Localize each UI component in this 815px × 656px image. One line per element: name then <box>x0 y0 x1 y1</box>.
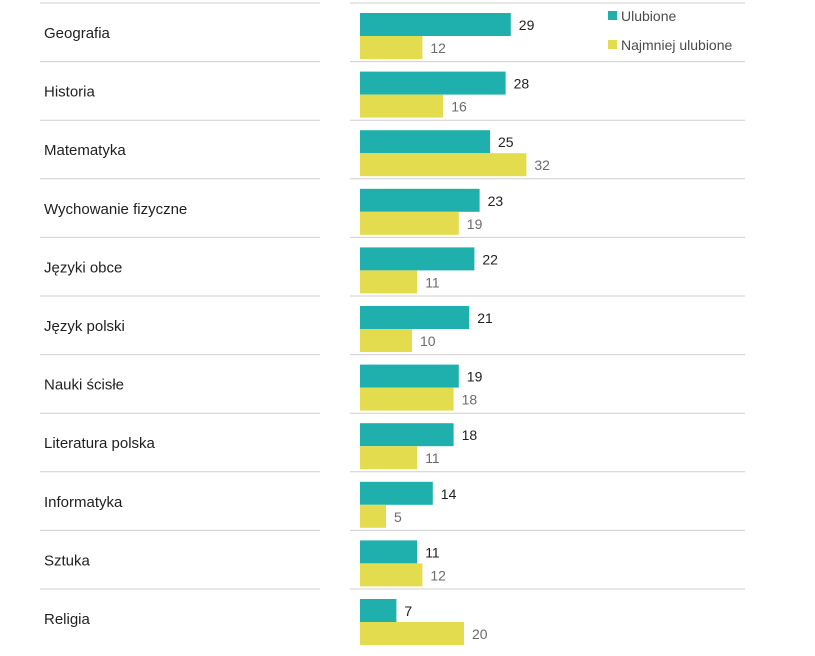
category-label: Wychowanie fizyczne <box>44 201 187 218</box>
data-label-favorite: 23 <box>488 193 504 209</box>
data-label-favorite: 22 <box>482 251 498 267</box>
legend-label-least: Najmniej ulubione <box>621 37 733 53</box>
category-label: Matematyka <box>44 142 126 159</box>
data-label-favorite: 25 <box>498 134 514 150</box>
bar-least <box>360 36 423 59</box>
category-label: Literatura polska <box>44 435 156 452</box>
data-label-favorite: 14 <box>441 486 457 502</box>
data-label-least: 10 <box>420 333 436 349</box>
category-row: Nauki ścisłe 19 18 <box>40 364 745 414</box>
data-label-favorite: 11 <box>425 544 440 560</box>
bar-least <box>360 622 464 645</box>
category-label: Sztuka <box>44 552 91 569</box>
category-label: Języki obce <box>44 259 122 276</box>
bar-least <box>360 387 454 411</box>
category-row: Języki obce 22 11 <box>40 247 745 297</box>
category-row: Geografia 29 12 <box>40 13 745 63</box>
category-row: Informatyka 14 5 <box>40 481 745 531</box>
bar-least <box>360 153 527 177</box>
data-label-favorite: 21 <box>477 310 493 326</box>
data-label-favorite: 19 <box>467 369 483 385</box>
category-row: Język polski 21 10 <box>40 306 745 356</box>
bar-favorite <box>360 130 490 154</box>
bar-favorite <box>360 423 454 447</box>
legend-swatch-least <box>608 40 617 49</box>
bar-favorite <box>360 247 475 271</box>
data-label-least: 12 <box>430 567 446 583</box>
bar-least <box>360 563 423 587</box>
data-label-least: 16 <box>451 99 467 115</box>
bar-favorite <box>360 71 506 95</box>
data-label-least: 11 <box>425 274 440 290</box>
data-label-favorite: 29 <box>519 17 535 33</box>
data-label-favorite: 18 <box>462 427 478 443</box>
bar-favorite <box>360 540 418 564</box>
category-row: Literatura polska 18 11 <box>40 423 745 473</box>
category-row: Wychowanie fizyczne 23 19 <box>40 188 745 238</box>
data-label-favorite: 7 <box>404 603 412 619</box>
data-label-least: 32 <box>534 157 550 173</box>
data-label-favorite: 28 <box>514 76 530 92</box>
bar-favorite <box>360 13 511 36</box>
category-label: Język polski <box>44 318 125 335</box>
category-row: Historia 28 16 <box>40 71 745 121</box>
legend-swatch-favorite <box>608 11 617 20</box>
bar-favorite <box>360 599 397 622</box>
category-label: Religia <box>44 611 91 628</box>
data-label-least: 18 <box>462 392 478 408</box>
bar-favorite <box>360 306 470 329</box>
data-label-least: 12 <box>430 40 446 56</box>
bar-least <box>360 270 418 294</box>
category-row: Religia 7 20 <box>44 599 488 645</box>
category-label: Informatyka <box>44 494 123 511</box>
chart-legend: Ulubione Najmniej ulubione <box>608 8 733 53</box>
category-row: Sztuka 11 12 <box>40 540 745 590</box>
bar-least <box>360 329 412 352</box>
bar-least <box>360 94 444 118</box>
category-row: Matematyka 25 32 <box>40 130 745 180</box>
category-label: Historia <box>44 84 96 101</box>
bar-favorite <box>360 364 459 388</box>
bar-favorite <box>360 481 433 505</box>
bar-least <box>360 211 459 235</box>
bar-favorite <box>360 188 480 212</box>
category-label: Nauki ścisłe <box>44 377 124 394</box>
data-label-least: 5 <box>394 509 402 525</box>
bar-least <box>360 446 418 470</box>
chart-rows: Geografia 29 12 Historia 28 16 Matematyka 25 32 W… <box>40 2 745 645</box>
legend-label-favorite: Ulubione <box>621 8 676 24</box>
data-label-least: 20 <box>472 626 488 642</box>
bar-least <box>360 504 386 528</box>
data-label-least: 19 <box>467 216 483 232</box>
category-label: Geografia <box>44 25 111 42</box>
data-label-least: 11 <box>425 450 440 466</box>
